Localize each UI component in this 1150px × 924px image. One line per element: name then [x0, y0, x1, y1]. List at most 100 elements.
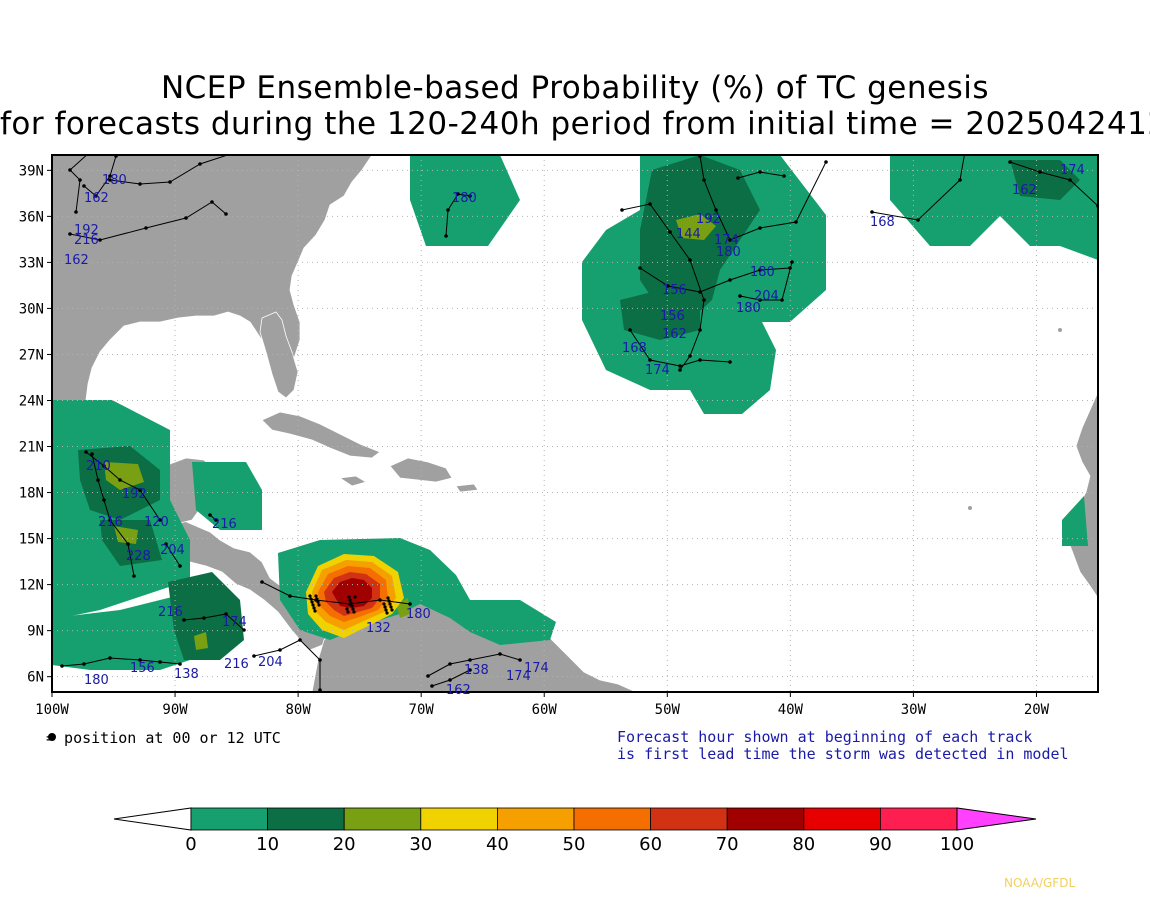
- latitude-labels: 39N 36N 33N 30N 27N 24N 21N 18N 15N 12N 9N 6N: [19, 163, 44, 685]
- forecast-hour-label: 192: [696, 212, 721, 227]
- track-dot: [74, 210, 78, 214]
- forecast-hour-label: 174: [645, 363, 670, 378]
- track-dot: [448, 662, 452, 666]
- track-dot: [788, 266, 792, 270]
- track-dot: [138, 658, 142, 662]
- colorbar-bin: [343, 807, 422, 831]
- track-dot: [758, 170, 762, 174]
- forecast-hour-label: 162: [64, 253, 89, 268]
- forecast-hour-label: 174: [714, 233, 739, 248]
- track-dot: [1128, 200, 1132, 204]
- lat-label: 15N: [19, 532, 44, 548]
- track-dot: [348, 598, 352, 602]
- track-dot: [498, 652, 502, 656]
- track-dot: [386, 596, 390, 600]
- track-dot: [383, 605, 387, 609]
- track-dot: [346, 610, 350, 614]
- forecast-hour-label: 132: [366, 621, 391, 636]
- track-dot: [224, 612, 228, 616]
- track-dot: [164, 542, 168, 546]
- forecast-hour-label: 216: [74, 233, 99, 248]
- track-dot: [468, 194, 472, 198]
- lon-label: 100W: [35, 702, 69, 718]
- track-dot: [98, 238, 102, 242]
- lon-label: 40W: [778, 702, 804, 718]
- forecast-hour-label: 174: [222, 615, 247, 630]
- colorbar-low-arrow: [113, 807, 192, 831]
- track-dot: [158, 660, 162, 664]
- track-dot: [384, 608, 388, 612]
- forecast-hour-label: 216: [224, 657, 249, 672]
- forecast-hour-label: 162: [84, 191, 109, 206]
- colorbar-bin: [803, 807, 881, 831]
- track-dot: [82, 662, 86, 666]
- track-dot: [714, 208, 718, 212]
- position-legend-text: = position at 00 or 12 UTC: [46, 729, 281, 747]
- track-dot: [78, 178, 82, 182]
- forecast-hour-label: 168: [622, 341, 647, 356]
- track-dot: [444, 234, 448, 238]
- track-dot: [446, 208, 450, 212]
- track-dot: [353, 595, 357, 599]
- land-florida: [259, 311, 299, 399]
- forecast-hour-label: 210: [86, 459, 111, 474]
- colorbar-bin: [573, 807, 651, 831]
- lat-label: 6N: [27, 670, 44, 686]
- map-title-line2: for forecasts during the 120-240h period…: [0, 106, 1150, 142]
- track-dot: [349, 601, 353, 605]
- colorbar-bin: [267, 807, 345, 831]
- track-dot: [214, 518, 218, 522]
- colorbar-tick-label: 30: [409, 834, 432, 855]
- track-dot: [648, 202, 652, 206]
- track-dot: [782, 174, 786, 178]
- track-dot: [758, 298, 762, 302]
- track-dot: [728, 238, 732, 242]
- track-dot: [780, 298, 784, 302]
- track-dot: [916, 218, 920, 222]
- track-dot: [144, 226, 148, 230]
- forecast-hour-label: 204: [754, 289, 779, 304]
- track-dot: [126, 542, 130, 546]
- track-dot: [60, 664, 64, 668]
- forecast-hour-label: 216: [158, 605, 183, 620]
- track-dot: [102, 464, 106, 468]
- track-dot: [68, 168, 72, 172]
- track-dot: [84, 450, 88, 454]
- track-dot: [314, 594, 318, 598]
- track-dot: [184, 216, 188, 220]
- lon-label: 90W: [162, 702, 188, 718]
- colorbar-tick-label: 20: [333, 834, 356, 855]
- track-dot: [260, 580, 264, 584]
- lon-label: 30W: [901, 702, 927, 718]
- track-dot: [108, 174, 112, 178]
- track-dot: [628, 328, 632, 332]
- axis-ticks: [47, 169, 1037, 697]
- track-dot: [138, 488, 142, 492]
- track-dot: [224, 212, 228, 216]
- colorbar-bin: [726, 807, 805, 831]
- lat-label: 30N: [19, 301, 44, 317]
- track-dot: [758, 268, 762, 272]
- track-dot: [242, 628, 246, 632]
- track-dot: [666, 284, 670, 288]
- land-jamaica: [338, 475, 367, 487]
- lat-label: 39N: [19, 163, 44, 179]
- forecast-hour-label: 180: [750, 265, 775, 280]
- land-cuba: [261, 411, 381, 459]
- colorbar-tick-label: 40: [486, 834, 509, 855]
- lat-label: 33N: [19, 255, 44, 271]
- track-dot: [790, 260, 794, 264]
- colorbar: [113, 807, 1037, 831]
- forecast-hour-label: 180: [736, 301, 761, 316]
- forecast-hour-label: 156: [660, 309, 685, 324]
- track-dot: [345, 607, 349, 611]
- track-dot: [178, 662, 182, 666]
- forecast-note-line2: is first lead time the storm was detecte…: [617, 745, 1069, 763]
- track-dot: [698, 358, 702, 362]
- colorbar-tick-label: 100: [940, 834, 974, 855]
- track-dot: [298, 638, 302, 642]
- track-dot: [1008, 160, 1012, 164]
- track-dot: [678, 368, 682, 372]
- track-dot: [688, 354, 692, 358]
- track-dot: [468, 668, 472, 672]
